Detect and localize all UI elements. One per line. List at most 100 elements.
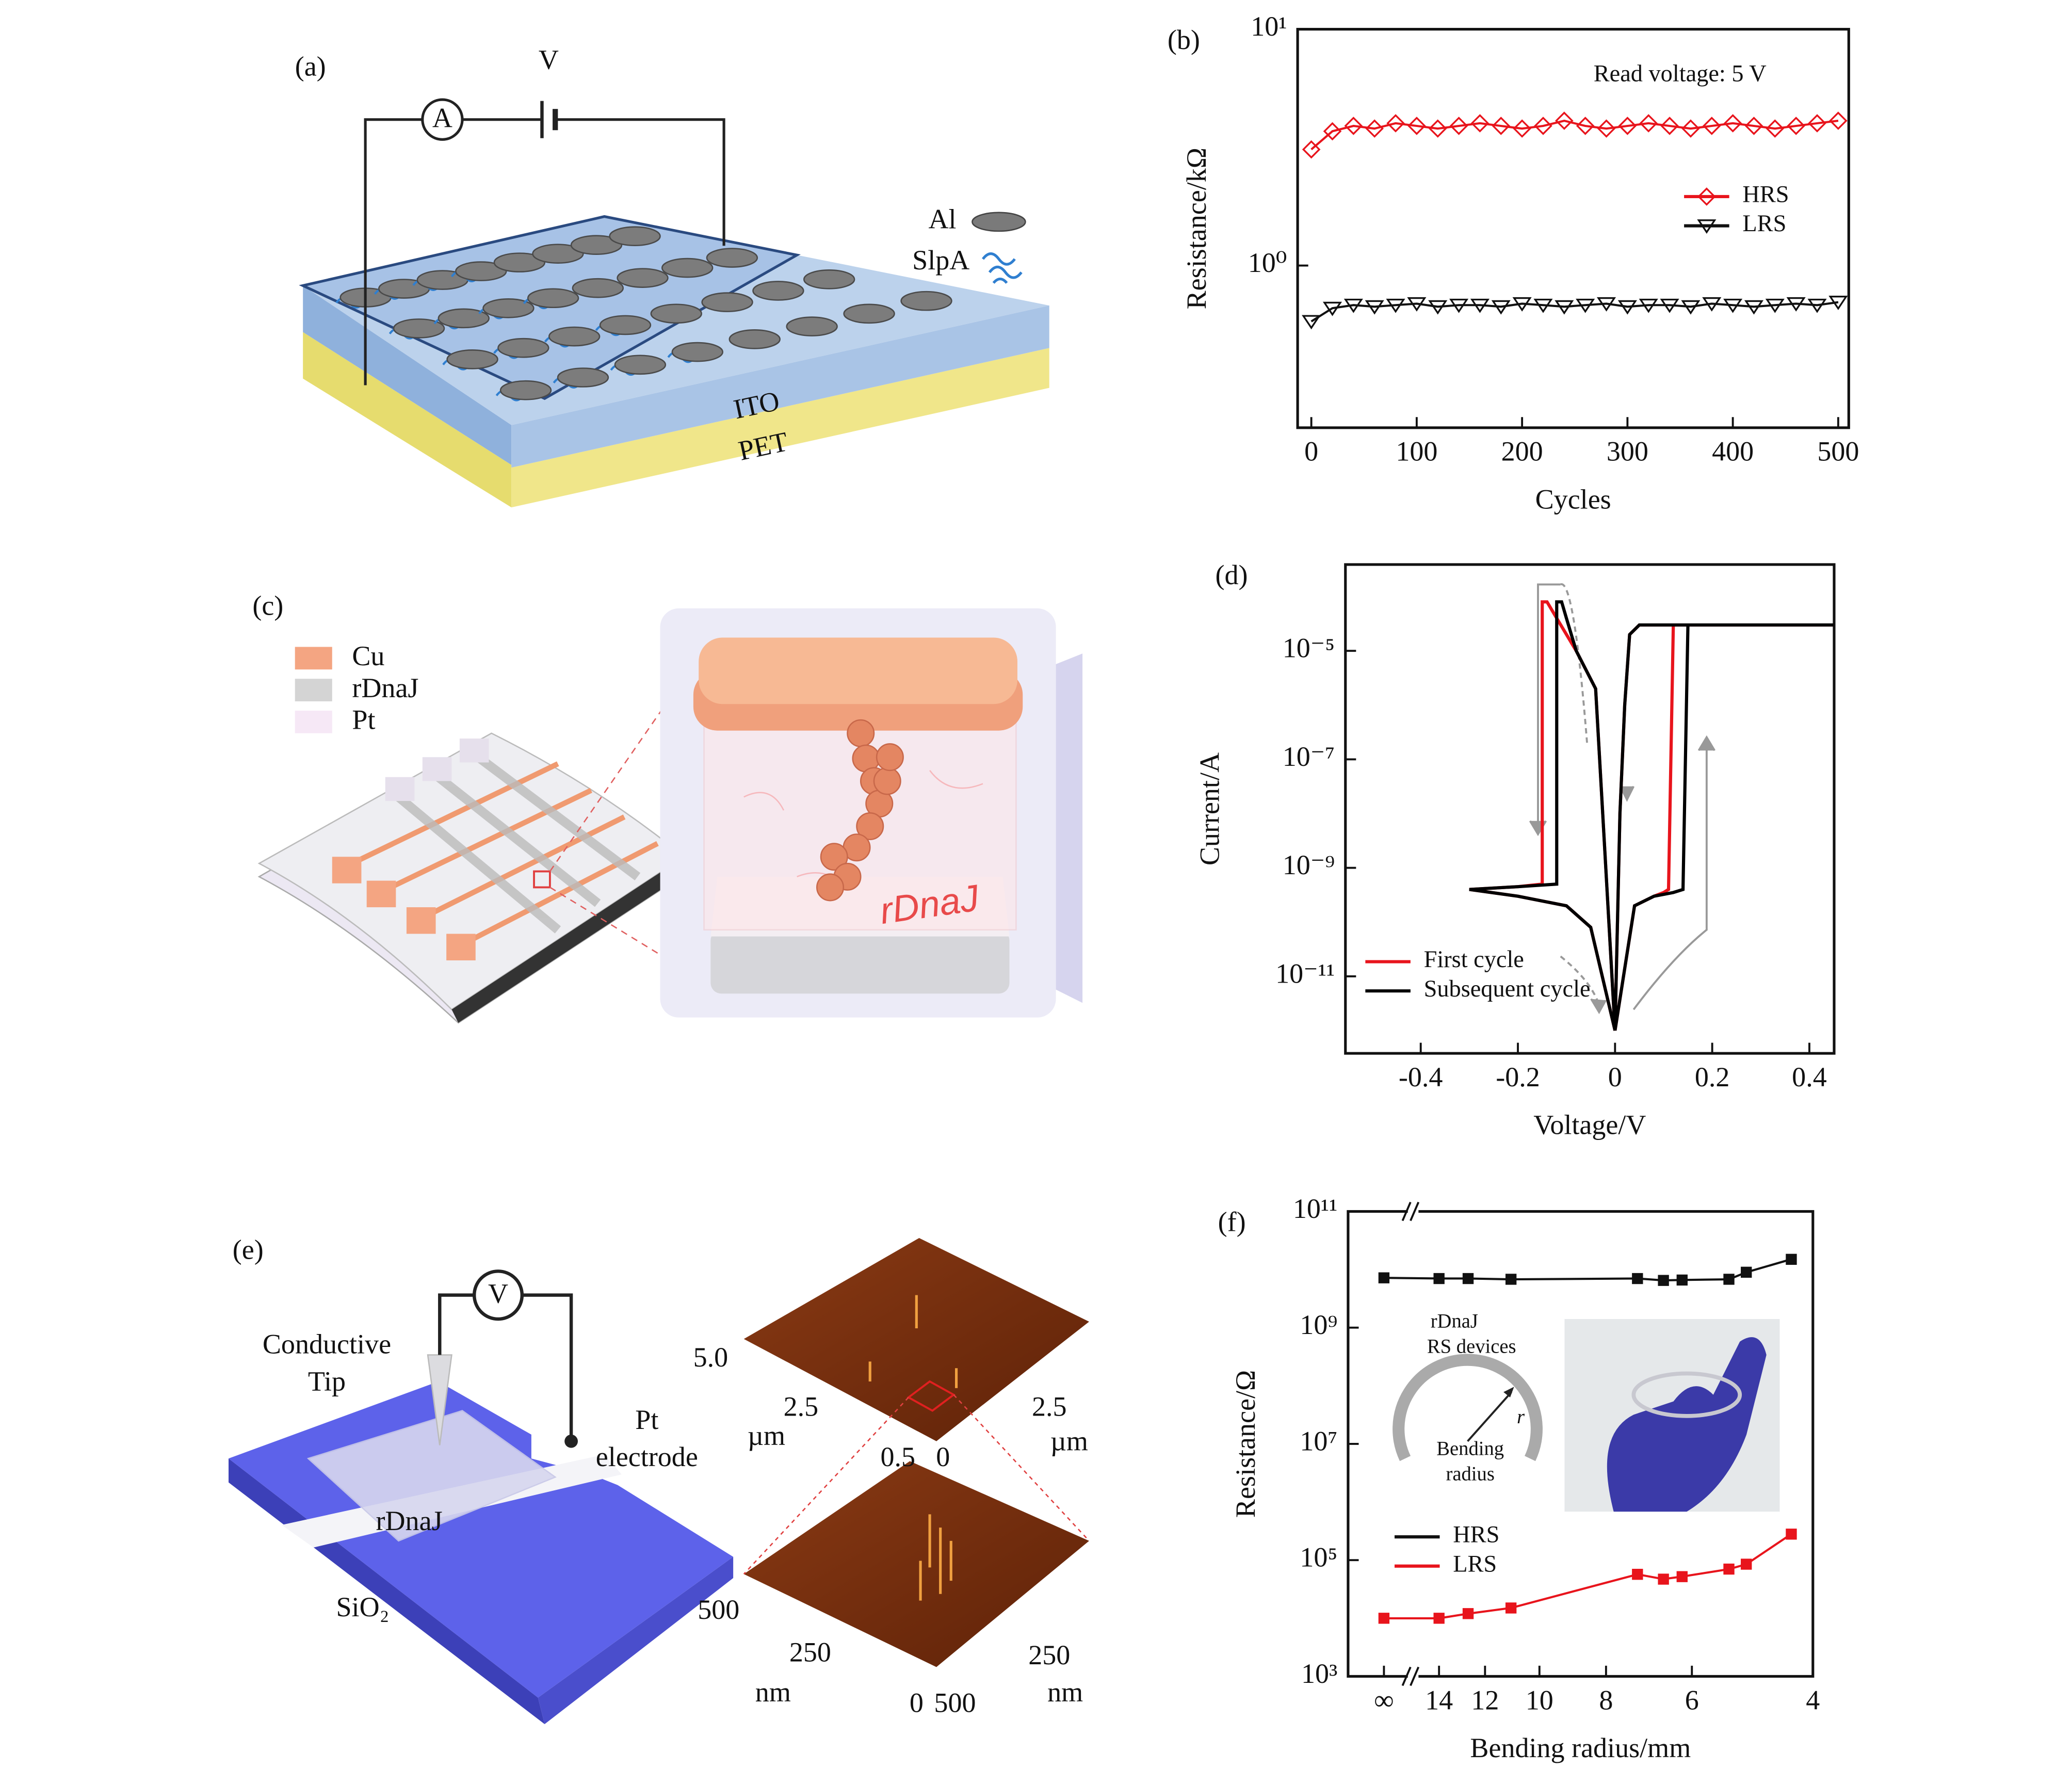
plot-frame <box>1296 28 1850 429</box>
al-electrode <box>557 367 609 388</box>
al-electrode <box>438 308 490 329</box>
marker <box>1765 298 1785 313</box>
marker <box>1449 298 1469 313</box>
series-line <box>1310 119 1839 151</box>
legend-al <box>972 212 1026 232</box>
decoration <box>743 1237 1089 1441</box>
legend-label: Pt <box>352 704 375 735</box>
y-tick-label: 10⁵ <box>1300 1542 1337 1573</box>
decoration <box>475 753 641 881</box>
slpa-label: SlpA <box>912 245 969 276</box>
marker <box>1676 1571 1688 1582</box>
protein-bead <box>873 767 901 795</box>
x-tick-label: 0.2 <box>1695 1062 1730 1092</box>
al-electrode <box>706 248 758 268</box>
al-electrode <box>661 258 714 278</box>
marker <box>1491 300 1511 315</box>
marker <box>1462 1608 1474 1619</box>
protein-bead <box>847 719 875 747</box>
legend-label: rDnaJ <box>352 672 418 703</box>
series-line <box>1469 600 1834 1031</box>
decoration <box>351 761 659 946</box>
legend-slpa <box>981 252 1023 284</box>
marker <box>1723 1563 1735 1575</box>
marker <box>1676 1274 1688 1286</box>
marker <box>1660 298 1679 313</box>
al-electrode <box>843 303 895 324</box>
afm-images <box>743 1237 1090 1667</box>
marker <box>1323 122 1342 141</box>
al-electrode <box>393 318 445 339</box>
marker <box>1697 219 1717 234</box>
afm-tick: 0 <box>936 1441 950 1472</box>
afm-unit: µm <box>1050 1425 1088 1456</box>
marker <box>1513 119 1531 138</box>
al-electrode <box>570 235 623 255</box>
decoration <box>511 348 1049 508</box>
marker <box>1386 114 1405 133</box>
marker <box>1378 1272 1390 1283</box>
legend-label: LRS <box>1742 211 1786 237</box>
al-electrode <box>532 244 584 264</box>
protein-bead <box>876 743 904 772</box>
marker <box>1658 1275 1669 1286</box>
al-electrode <box>493 252 546 272</box>
series-line <box>1384 1258 1792 1282</box>
voltmeter-label: V <box>488 1278 508 1309</box>
voltage-label: V <box>539 44 559 75</box>
marker <box>1807 298 1827 313</box>
marker <box>1365 300 1384 315</box>
marker <box>1597 119 1616 138</box>
series-line <box>1384 1533 1792 1619</box>
decoration <box>351 761 559 866</box>
panel-label: (f) <box>1218 1207 1246 1237</box>
decoration <box>1632 737 1708 1010</box>
afm-tick: 2.5 <box>1032 1391 1067 1422</box>
decoration <box>395 793 561 934</box>
legend-label: Cu <box>352 640 384 671</box>
marker <box>1505 1274 1517 1285</box>
afm-tick: 250 <box>1028 1640 1070 1670</box>
inset-label: Bending <box>1436 1438 1504 1460</box>
al-electrode <box>614 355 667 375</box>
afm-tick: 0.5 <box>881 1441 916 1472</box>
marker <box>1618 117 1637 135</box>
decoration <box>366 880 396 908</box>
tip-label: Tip <box>308 1366 346 1397</box>
axis-break <box>1401 1201 1420 1221</box>
x-axis-label: Bending radius/mm <box>1470 1732 1691 1763</box>
al-electrode <box>599 315 652 335</box>
al-electrode <box>650 303 702 324</box>
panel-e: (e) V Conductive Tip Pt electrode rDnaJ … <box>229 1234 1090 1725</box>
marker <box>1378 1613 1390 1624</box>
marker <box>1639 298 1658 313</box>
x-tick-label: 6 <box>1685 1684 1699 1715</box>
marker <box>1302 140 1321 159</box>
probe-setup <box>229 1269 734 1725</box>
legend-label: Subsequent cycle <box>1424 976 1591 1002</box>
cell-zoom <box>660 608 1083 1018</box>
marker <box>1433 1613 1445 1624</box>
marker <box>1365 119 1384 138</box>
decoration <box>438 1293 573 1441</box>
decoration <box>1537 583 1561 830</box>
marker <box>1449 117 1468 135</box>
al-electrode <box>609 226 661 247</box>
x-tick-label: 10 <box>1526 1684 1553 1715</box>
circuit-wire <box>364 118 725 385</box>
al-electrode <box>527 288 579 309</box>
decoration <box>424 814 626 919</box>
al-electrode <box>497 337 549 358</box>
al-electrode <box>572 278 624 298</box>
inset-symbol: r <box>1517 1406 1525 1428</box>
marker <box>1343 298 1363 313</box>
marker <box>1407 117 1426 135</box>
x-tick-label: 0.4 <box>1792 1062 1827 1092</box>
al-electrode <box>900 291 952 311</box>
marker <box>1386 298 1405 313</box>
marker <box>1639 114 1658 133</box>
marker <box>1322 301 1342 316</box>
tip-label: Conductive <box>263 1328 391 1359</box>
marker <box>1555 300 1574 315</box>
marker <box>1596 297 1616 312</box>
